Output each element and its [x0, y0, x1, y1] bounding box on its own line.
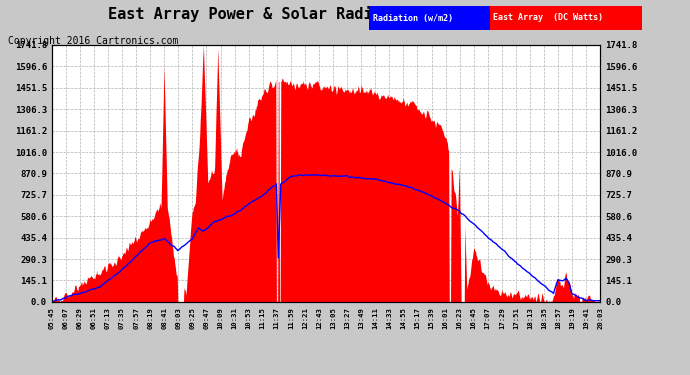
Text: East Array  (DC Watts): East Array (DC Watts) [493, 13, 603, 22]
Text: East Array Power & Solar Radiation  Sun Jul 31 20:14: East Array Power & Solar Radiation Sun J… [108, 6, 582, 22]
Text: Radiation (w/m2): Radiation (w/m2) [373, 13, 453, 22]
Text: Copyright 2016 Cartronics.com: Copyright 2016 Cartronics.com [8, 36, 179, 46]
